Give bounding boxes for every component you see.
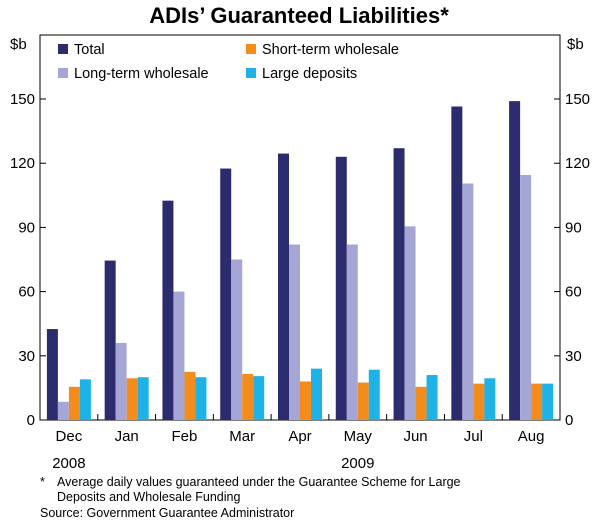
bars [46,101,554,421]
bar-total [393,148,405,420]
bar-large-deposits [79,379,91,420]
bar-short-term-wholesale [531,383,543,420]
bar-long-term-wholesale [173,291,185,420]
y-tick-label-left: 60 [18,284,35,301]
bar-total [46,329,58,420]
legend-label-long-term-wholesale: Long-term wholesale [74,66,209,82]
bar-short-term-wholesale [357,382,369,420]
legend-label-large-deposits: Large deposits [262,66,357,82]
bar-short-term-wholesale [242,373,254,420]
x-category-label: Feb [172,428,198,445]
y-tick-label-right: 120 [565,155,590,172]
legend: Total Long-term wholesale Short-term whole… [58,42,399,82]
left-unit-label: $b [10,36,27,53]
y-tick-label-right: 30 [565,348,582,365]
bar-large-deposits [137,377,149,420]
x-category-label: Mar [229,428,255,445]
bar-large-deposits [368,369,380,420]
bar-long-term-wholesale [57,401,69,420]
bar-long-term-wholesale [231,259,243,420]
x-category-label: Aug [518,428,545,445]
legend-label-total: Total [74,42,105,58]
bar-total [278,153,289,420]
legend-swatch-short-term-wholesale [246,44,256,54]
bar-total [220,168,232,420]
footnote-line-2: Deposits and Wholesale Funding [57,490,241,504]
x-category-label: May [344,428,373,445]
y-tick-label-right: 0 [565,412,573,429]
x-category-label: Apr [288,428,311,445]
bar-short-term-wholesale [68,386,80,420]
y-tick-label-right: 60 [565,284,582,301]
x-category-label: Jan [115,428,139,445]
bar-short-term-wholesale [126,378,138,420]
y-tick-label-left: 90 [18,219,35,236]
bar-total [451,106,463,421]
bar-short-term-wholesale [415,386,427,420]
bar-large-deposits [426,375,438,420]
x-year-label: 2008 [52,455,85,472]
y-tick-label-left: 0 [27,412,35,429]
axis-ticks: 0 0 30 30 60 60 90 90 120 120 150 150 [10,91,590,429]
y-tick-label-right: 150 [565,91,590,108]
y-tick-label-left: 120 [10,155,35,172]
y-tick-label-right: 90 [565,219,582,236]
x-category-label: Jul [464,428,483,445]
chart-title: ADIs’ Guaranteed Liabilities* [149,3,449,28]
y-tick-label-left: 150 [10,91,35,108]
bar-large-deposits [195,377,207,420]
bar-large-deposits [484,378,496,420]
bar-short-term-wholesale [300,381,311,420]
x-year-label: 2009 [341,455,374,472]
bar-long-term-wholesale [115,342,127,420]
bar-short-term-wholesale [184,371,196,420]
bar-long-term-wholesale [346,244,358,420]
x-category-label: Dec [56,428,83,445]
footnote-line-1: Average daily values guaranteed under th… [57,475,461,489]
bar-long-term-wholesale [520,174,532,420]
legend-swatch-total [58,44,68,54]
source-note: Source: Government Guarantee Administrat… [40,506,295,520]
bar-long-term-wholesale [289,244,300,420]
legend-swatch-large-deposits [246,68,256,78]
legend-swatch-long-term-wholesale [58,68,68,78]
bar-long-term-wholesale [462,183,474,420]
bar-large-deposits [311,368,322,420]
bar-large-deposits [253,376,265,420]
bar-total [104,260,116,420]
bar-total [162,200,174,420]
right-unit-label: $b [567,36,584,53]
x-axis-labels: Dec Jan Feb Mar Apr May Jun Jul Aug 2008 2009 [52,428,544,472]
bar-long-term-wholesale [404,226,416,420]
y-tick-label-left: 30 [18,348,35,365]
bar-total [509,101,521,420]
legend-label-short-term-wholesale: Short-term wholesale [262,42,399,58]
bar-large-deposits [542,383,554,420]
bar-short-term-wholesale [473,383,485,420]
footnote-marker: * [40,475,45,489]
x-category-label: Jun [403,428,427,445]
bar-total [335,156,347,420]
